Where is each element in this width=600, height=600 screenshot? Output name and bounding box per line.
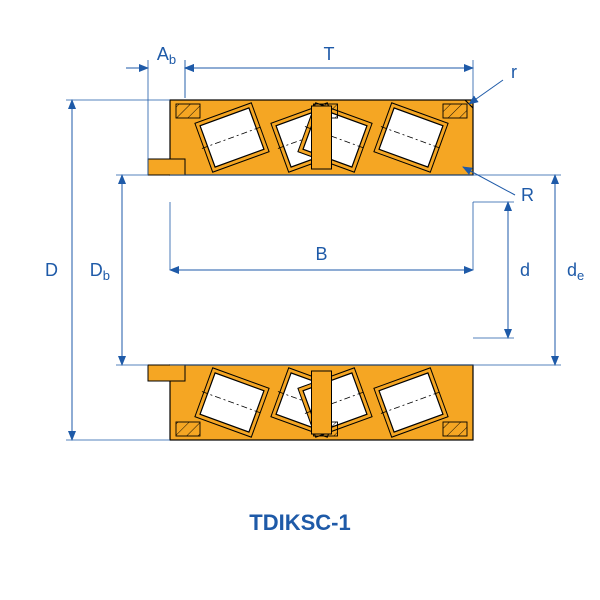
svg-text:Ab: Ab: [157, 44, 176, 67]
diagram-title: TDIKSC-1: [249, 510, 350, 535]
bearing-diagram: T Ab r R B D Db d de TDIKSC-1: [0, 0, 600, 600]
svg-text:d: d: [520, 260, 530, 280]
svg-text:de: de: [567, 260, 584, 283]
svg-text:Db: Db: [90, 260, 110, 283]
svg-text:R: R: [521, 185, 534, 205]
svg-text:B: B: [315, 244, 327, 264]
svg-text:D: D: [45, 260, 58, 280]
svg-text:T: T: [324, 44, 335, 64]
svg-text:r: r: [511, 62, 517, 82]
